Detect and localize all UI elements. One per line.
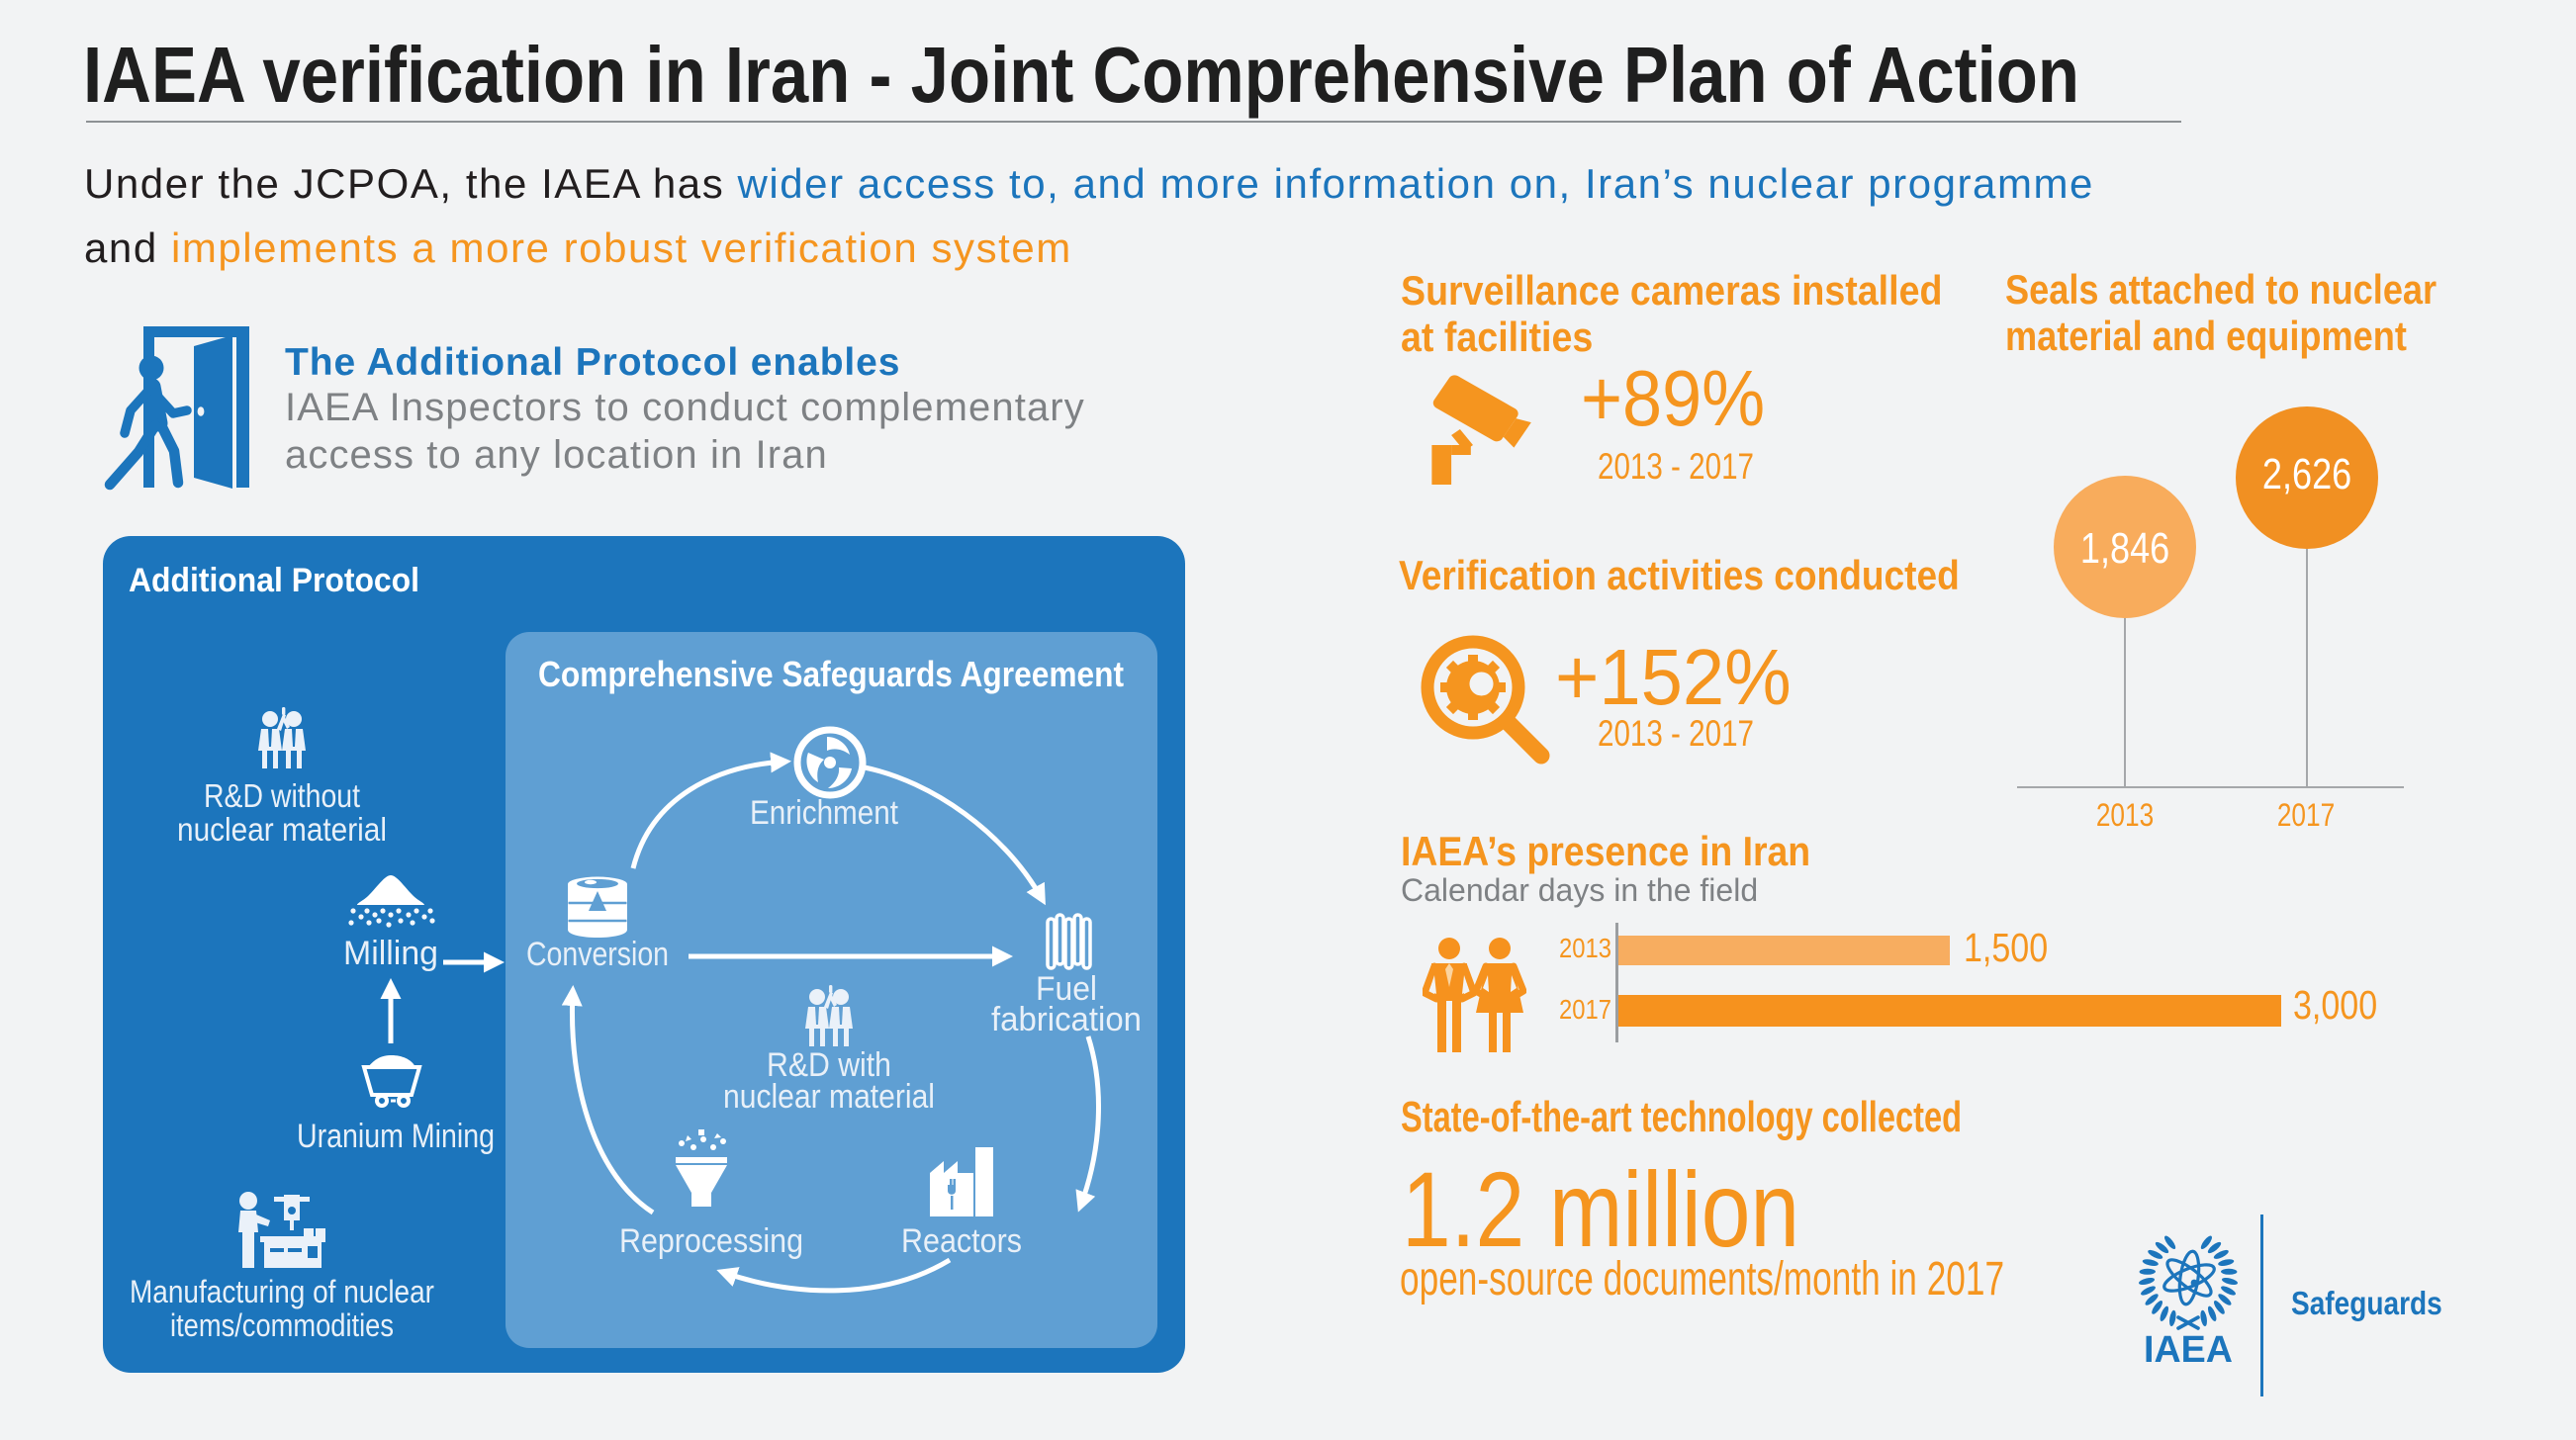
svg-text:Reactors: Reactors	[901, 1222, 1022, 1260]
svg-text:Additional Protocol: Additional Protocol	[129, 562, 419, 599]
svg-text:R&D without: R&D without	[204, 777, 360, 814]
svg-text:Comprehensive Safeguards Agree: Comprehensive Safeguards Agreement	[538, 654, 1124, 694]
svg-text:Milling: Milling	[343, 935, 438, 972]
svg-text:items/commodities: items/commodities	[170, 1307, 394, 1343]
svg-text:Reprocessing: Reprocessing	[619, 1222, 803, 1260]
svg-text:Uranium Mining: Uranium Mining	[297, 1118, 495, 1155]
svg-text:Conversion: Conversion	[526, 936, 669, 973]
svg-text:IAEA: IAEA	[2144, 1329, 2233, 1371]
svg-text:R&D with: R&D with	[767, 1046, 891, 1084]
svg-text:Enrichment: Enrichment	[750, 794, 898, 832]
svg-text:Fuel: Fuel	[1036, 970, 1097, 1008]
svg-text:fabrication: fabrication	[991, 1001, 1142, 1038]
svg-text:nuclear material: nuclear material	[177, 811, 387, 848]
svg-text:nuclear material: nuclear material	[723, 1078, 935, 1116]
svg-text:Manufacturing of nuclear: Manufacturing of nuclear	[130, 1274, 434, 1309]
